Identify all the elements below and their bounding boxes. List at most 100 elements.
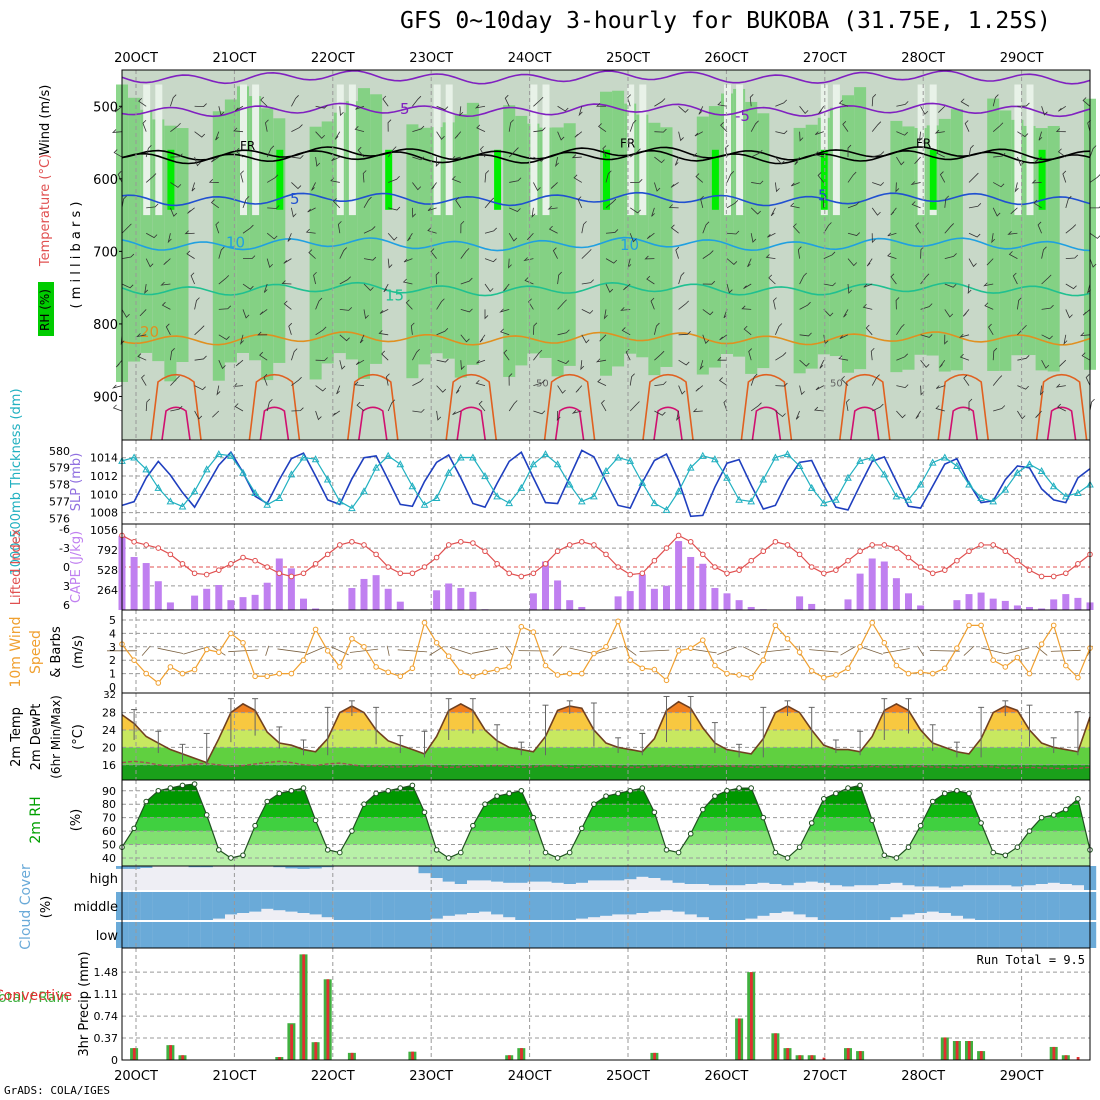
wind-barb [670, 224, 679, 234]
rh2m-marker [542, 849, 549, 856]
cape-bar [275, 558, 283, 610]
cloud-cell [382, 892, 395, 920]
wind-barb [629, 401, 640, 412]
cloud-cell [926, 866, 939, 887]
wind-speed-marker [445, 653, 452, 659]
cloud-cell [1071, 866, 1085, 886]
rh2m-marker [385, 787, 392, 794]
wind-barb [1089, 232, 1100, 239]
wind-barb [524, 277, 534, 285]
lifted-index-marker [845, 557, 851, 564]
wind-barb [170, 405, 183, 412]
cape-bar [868, 558, 876, 610]
lifted-index-marker [324, 551, 331, 558]
wind-speed-marker [433, 639, 440, 646]
rh-dry-band [336, 84, 344, 216]
cloud-cell [938, 892, 951, 913]
wind-barb [862, 303, 873, 310]
rh-humid-band [999, 110, 1012, 371]
wind-barb-10m [1005, 647, 1030, 655]
cloud-cell [757, 922, 770, 948]
wind-barb [191, 182, 196, 192]
cloud-cell [1011, 866, 1024, 887]
wind-speed-marker [409, 665, 416, 672]
cloud-cell [442, 892, 455, 916]
temperature-contour [751, 406, 782, 441]
wind-tick-label: 0 [109, 681, 116, 694]
cloud-cell [866, 866, 879, 886]
wind-barb [184, 230, 195, 235]
lifted-index-marker [1026, 567, 1033, 573]
wind10-label: 10m Wind [8, 616, 24, 687]
li-tick-label: 6 [63, 599, 70, 612]
wind-barb [259, 351, 268, 361]
wind-barb [896, 101, 909, 107]
wind-barb [187, 207, 195, 214]
thickness-marker [444, 468, 453, 476]
lifted-index-marker [518, 573, 525, 580]
thickness-marker [880, 470, 889, 478]
cloud-cell [466, 866, 480, 881]
wind-barb [112, 404, 123, 412]
cloud-cell [128, 866, 141, 869]
wind-barb [240, 170, 244, 183]
cloud-cell [273, 866, 286, 868]
wind-barb [726, 200, 739, 209]
wind-barb [557, 299, 567, 310]
wind-barb [265, 119, 269, 132]
rh2m-marker [1026, 828, 1033, 834]
cloud-cell [382, 922, 395, 948]
cloud-cell [128, 892, 141, 920]
cloud-cell [140, 922, 153, 948]
cape-bar [723, 593, 731, 610]
lifted-index-marker [385, 564, 392, 570]
cloud-row-label: low [96, 929, 119, 944]
cloud-cell [454, 922, 467, 948]
wind-barb [847, 258, 858, 267]
wind-speed-marker [470, 673, 476, 680]
rh-band [122, 844, 1090, 866]
wind-barb [111, 384, 123, 389]
wind-barb [313, 271, 317, 285]
cloud-cell [1047, 892, 1060, 920]
wind-speed-marker [990, 657, 997, 664]
wind-barb [412, 156, 425, 161]
wind-speed-marker [966, 622, 972, 629]
cape-bar [905, 593, 912, 610]
wind-speed-marker [566, 670, 573, 677]
wind-barb [508, 400, 518, 412]
wind-barb [218, 275, 230, 285]
lifted-index-marker [312, 561, 319, 567]
wind-barb [1081, 352, 1091, 361]
wind-barb [1031, 179, 1042, 184]
wind-barb [359, 334, 365, 344]
cape-bar [154, 581, 162, 610]
thickness-marker [1061, 492, 1070, 500]
thickness-marker [1037, 466, 1046, 475]
wind-barb [450, 155, 461, 160]
wind-speed-marker [821, 674, 827, 681]
rh2m-marker [929, 798, 936, 805]
thickness-tick-label: 576 [49, 512, 70, 525]
wind-barb [315, 157, 321, 167]
wind-speed-marker [131, 657, 137, 664]
wind-barb [234, 105, 244, 112]
thickness-marker [965, 480, 973, 488]
wind-barb [767, 232, 776, 238]
wind-barb [1065, 254, 1079, 260]
cloud-cell [321, 892, 334, 918]
cloud-cell [926, 922, 939, 948]
lifted-index-marker [155, 545, 162, 551]
lifted-index-marker [361, 542, 367, 548]
wind-barb [896, 410, 906, 419]
precip-convective-bar [132, 1048, 136, 1060]
wind-barb [920, 106, 929, 115]
cloud-cell [587, 892, 601, 918]
wind-speed-marker [954, 645, 960, 651]
wind-barb [474, 104, 486, 109]
wind-barb-10m [840, 646, 856, 656]
wind-barb [460, 334, 470, 343]
wind-barb [797, 246, 802, 259]
cloud-cell [176, 892, 189, 920]
cloud-cell [987, 892, 1000, 920]
